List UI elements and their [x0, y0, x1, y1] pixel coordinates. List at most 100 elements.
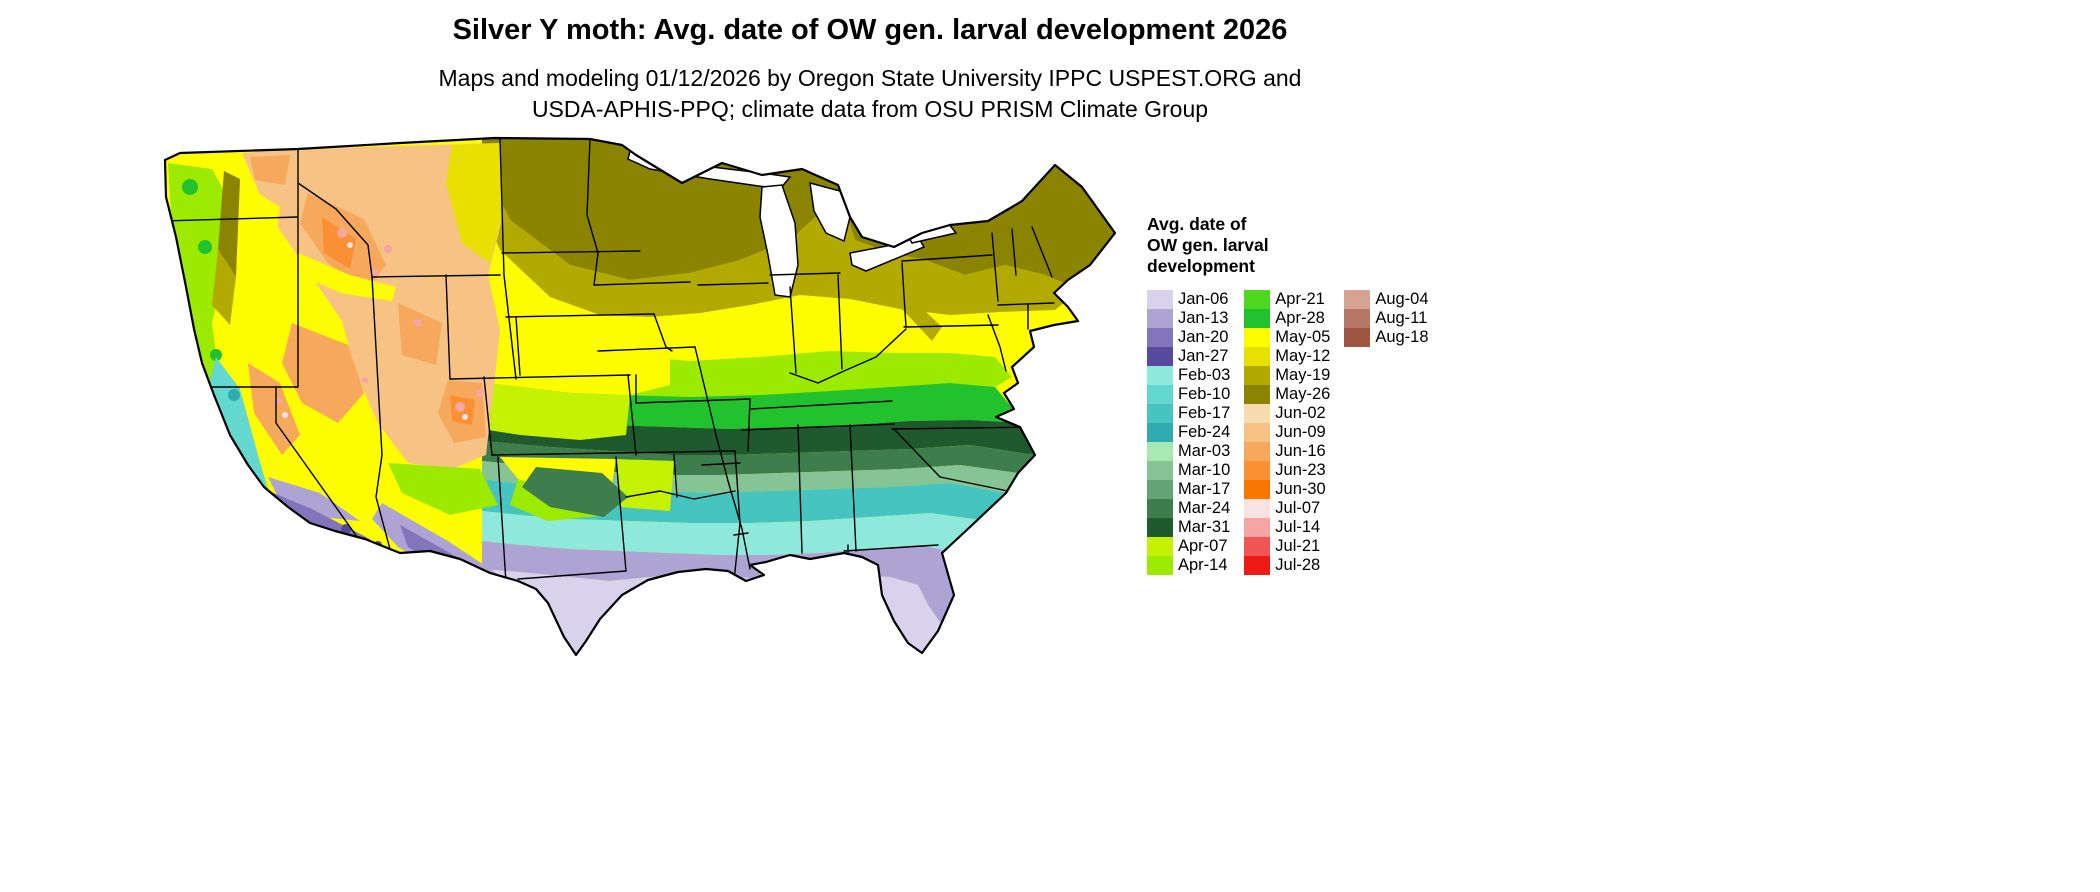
raster-region [274, 397, 282, 405]
raster-region [322, 217, 356, 269]
legend-swatch [1244, 556, 1271, 575]
raster-region [486, 330, 670, 395]
legend-swatch [1344, 328, 1371, 347]
legend-swatch [1244, 518, 1271, 537]
raster-region [268, 477, 360, 521]
legend-swatch [1147, 480, 1173, 499]
raster-region [384, 245, 392, 253]
legend-column-3: Aug-04 Aug-11 Aug-18 [1344, 290, 1429, 347]
legend-swatch [1244, 480, 1271, 499]
legend-swatch [1244, 385, 1271, 404]
us-map-svg [163, 136, 1117, 657]
map-raster [165, 138, 1115, 655]
region-pale-lavender-band [482, 569, 942, 655]
legend-entry: Feb-17 [1147, 404, 1230, 423]
legend-entry: May-05 [1244, 328, 1330, 347]
legend-swatch [1244, 347, 1271, 366]
legend-entry: Mar-10 [1147, 461, 1230, 480]
legend-label: Jun-30 [1275, 480, 1326, 498]
legend-swatch [1147, 442, 1173, 461]
legend-entry: Jun-02 [1244, 404, 1330, 423]
raster-region [212, 249, 236, 325]
legend-label: Feb-10 [1178, 385, 1231, 403]
legend-label: Jun-02 [1275, 404, 1326, 422]
state-borders [165, 138, 1055, 584]
legend-entry: Mar-24 [1147, 499, 1230, 518]
legend-label: May-05 [1275, 328, 1331, 346]
raster-region [282, 412, 288, 418]
legend-entry: Jun-09 [1244, 423, 1330, 442]
legend-entry: May-26 [1244, 385, 1330, 404]
legend-swatch [1244, 499, 1271, 518]
legend-entry: May-12 [1244, 347, 1330, 366]
page-title: Silver Y moth: Avg. date of OW gen. larv… [452, 14, 1288, 46]
legend-label: Feb-17 [1178, 404, 1231, 422]
legend-entry: Aug-11 [1344, 309, 1428, 328]
legend-entry: Jun-30 [1244, 480, 1330, 499]
legend-swatch [1244, 423, 1271, 442]
legend-entry: Mar-03 [1147, 442, 1230, 461]
legend-label: Jul-21 [1275, 537, 1321, 555]
raster-region [446, 143, 502, 263]
legend-entry: Jun-16 [1244, 442, 1330, 461]
legend-label: Jan-20 [1178, 328, 1229, 346]
legend-swatch [1147, 347, 1173, 366]
legend-swatch [1147, 556, 1173, 575]
region-pacific-coast [168, 163, 270, 513]
us-map [150, 125, 1120, 660]
raster-region [282, 323, 364, 423]
legend-swatch [1147, 499, 1173, 518]
legend-swatch [1244, 309, 1271, 328]
legend-label: Jul-14 [1275, 518, 1321, 536]
legend-label: Jun-09 [1275, 423, 1326, 441]
legend: Avg. date of OW gen. larval development … [1147, 214, 1429, 575]
legend-entry: Aug-04 [1344, 290, 1429, 309]
raster-region [248, 187, 280, 237]
legend-swatch [1147, 366, 1173, 385]
legend-label: Apr-14 [1178, 556, 1228, 574]
legend-entry: Apr-14 [1147, 556, 1230, 575]
region-cascades [218, 171, 240, 277]
legend-label: Jun-16 [1275, 442, 1326, 460]
legend-label: Mar-03 [1178, 442, 1231, 460]
raster-region [900, 293, 942, 341]
legend-swatch [1147, 290, 1173, 309]
legend-columns: Jan-06 Jan-13 Jan-20 Jan-27 Feb-03 Feb-10 Feb-… [1147, 290, 1429, 575]
raster-region [250, 155, 290, 185]
legend-entry: Jan-20 [1147, 328, 1230, 347]
raster-region [476, 389, 484, 397]
legend-label: Mar-17 [1178, 480, 1231, 498]
legend-swatch [1147, 385, 1173, 404]
legend-swatch [1244, 537, 1271, 556]
legend-column-1: Jan-06 Jan-13 Jan-20 Jan-27 Feb-03 Feb-10 Feb-… [1147, 290, 1230, 575]
legend-entry: Mar-17 [1147, 480, 1230, 499]
legend-swatch [1244, 442, 1271, 461]
legend-swatch [1147, 537, 1173, 556]
legend-entry: Apr-21 [1244, 290, 1330, 309]
legend-swatch [1344, 290, 1371, 309]
region-aqua-band [482, 511, 988, 555]
legend-entry: Apr-07 [1147, 537, 1230, 556]
raster-region [210, 349, 222, 361]
raster-region [341, 524, 351, 534]
legend-title-line: OW gen. larval [1147, 235, 1269, 255]
raster-region [248, 363, 300, 455]
legend-label: Apr-21 [1275, 290, 1325, 308]
legend-label: Jan-06 [1178, 290, 1229, 308]
legend-label: Jul-07 [1275, 499, 1321, 517]
legend-label: Aug-11 [1375, 309, 1428, 327]
raster-region [296, 253, 396, 301]
legend-label: Apr-28 [1275, 309, 1325, 327]
legend-label: Aug-04 [1375, 290, 1429, 308]
subtitle-line-1: Maps and modeling 01/12/2026 by Oregon S… [438, 65, 1302, 91]
legend-entry: Jan-27 [1147, 347, 1230, 366]
legend-swatch [1147, 328, 1173, 347]
legend-entry: Jan-06 [1147, 290, 1230, 309]
legend-column-2: Apr-21 Apr-28 May-05 May-12 May-19 May-26 Jun-… [1244, 290, 1330, 575]
raster-region [182, 179, 198, 195]
raster-region [486, 383, 630, 440]
legend-label: Mar-31 [1178, 518, 1231, 536]
legend-swatch [1147, 309, 1173, 328]
legend-swatch [1244, 366, 1271, 385]
legend-swatch [1244, 328, 1271, 347]
